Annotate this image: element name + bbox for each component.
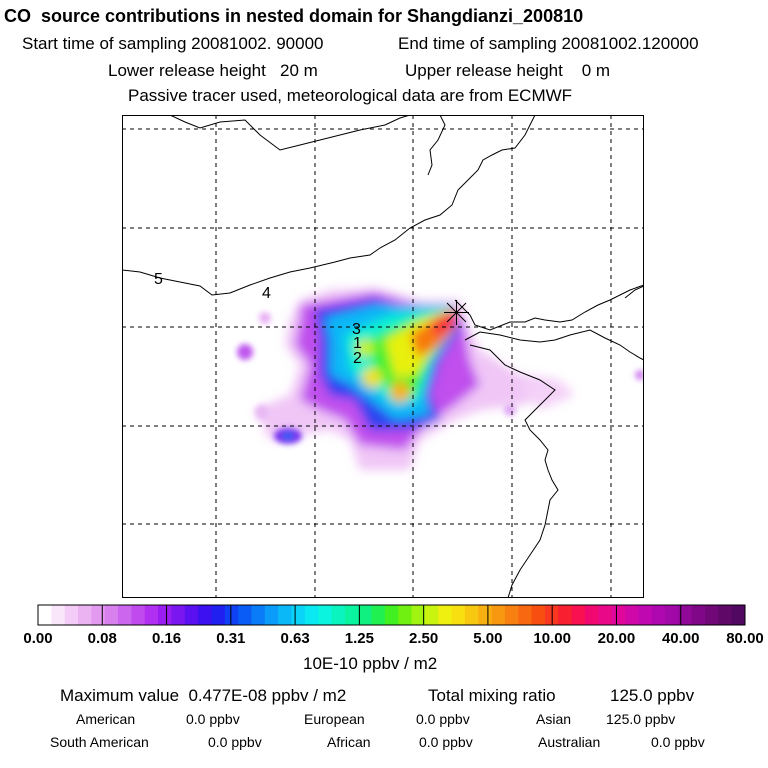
colorbar-tick-label: 10.00 xyxy=(533,630,571,647)
marker-3: 3 xyxy=(352,321,361,338)
colorbar-swatch xyxy=(491,605,506,625)
region-value: 0.0 ppbv xyxy=(186,711,240,727)
marker-2: 2 xyxy=(353,350,362,367)
colorbar-tick-label: 80.00 xyxy=(726,630,764,647)
region-value: 0.0 ppbv xyxy=(208,734,262,750)
colorbar-swatch xyxy=(571,605,586,625)
colorbar-tick-label: 20.00 xyxy=(597,630,636,647)
total-mixing-value: 125.0 ppbv xyxy=(610,686,695,705)
colorbar-swatch xyxy=(691,605,706,625)
colorbar-swatch xyxy=(198,605,212,625)
colorbar-swatch xyxy=(51,605,66,625)
max-value-label: Maximum value 0.477E-08 ppbv / m2 xyxy=(60,686,347,705)
colorbar-tick-label: 0.08 xyxy=(87,630,117,647)
colorbar-tick-label: 2.50 xyxy=(409,630,439,647)
colorbar-swatch xyxy=(211,605,226,625)
colorbar-swatch xyxy=(584,605,599,625)
colorbar-swatch xyxy=(104,605,119,625)
colorbar-swatch xyxy=(331,605,346,625)
map-frame xyxy=(122,115,644,598)
region-name: Australian xyxy=(538,734,601,750)
colorbar-swatch xyxy=(64,605,79,625)
colorbar-swatch xyxy=(278,605,292,625)
colorbar-swatch xyxy=(438,605,453,625)
lat-lon-grid xyxy=(122,115,644,598)
region-value: 0.0 ppbv xyxy=(416,711,470,727)
start-time-label: Start time of sampling 20081002. 90000 xyxy=(22,34,324,53)
coastline xyxy=(122,115,644,598)
tracer-label: Passive tracer used, meteorological data… xyxy=(128,86,573,105)
colorbar-swatch xyxy=(224,605,239,625)
colorbar-swatch xyxy=(664,605,679,625)
colorbar-swatch xyxy=(291,605,306,625)
colorbar-swatch xyxy=(131,605,146,625)
colorbar-swatch xyxy=(638,605,653,625)
region-value: 0.0 ppbv xyxy=(651,734,705,750)
colorbar-swatch xyxy=(358,605,372,625)
marker-1: 1 xyxy=(353,335,362,352)
region-name: Asian xyxy=(536,711,572,727)
colorbar-swatch xyxy=(264,605,279,625)
colorbar xyxy=(37,604,746,626)
marker-4: 4 xyxy=(262,285,271,302)
colorbar-swatch xyxy=(718,605,733,625)
colorbar-swatch xyxy=(318,605,332,625)
end-time-label: End time of sampling 20081002.120000 xyxy=(398,34,699,53)
colorbar-swatch xyxy=(411,605,426,625)
colorbar-swatch xyxy=(251,605,266,625)
colorbar-swatch xyxy=(424,605,439,625)
colorbar-swatch xyxy=(371,605,386,625)
colorbar-tick-label: 0.16 xyxy=(151,630,182,647)
colorbar-swatch xyxy=(731,605,746,625)
total-mixing-label: Total mixing ratio xyxy=(428,686,556,705)
colorbar-swatch xyxy=(624,605,639,625)
cross-star-icon xyxy=(444,300,469,325)
colorbar-swatch xyxy=(118,605,132,625)
colorbar-swatch xyxy=(504,605,519,625)
region-name: American xyxy=(76,711,136,727)
colorbar-swatch xyxy=(518,605,533,625)
region-name: European xyxy=(304,711,365,727)
colorbar-tick-label: 5.00 xyxy=(473,630,503,647)
concentration-field xyxy=(237,288,644,470)
region-value: 125.0 ppbv xyxy=(606,711,676,727)
colorbar-swatch xyxy=(78,605,92,625)
region-name: African xyxy=(327,734,371,750)
colorbar-swatch xyxy=(464,605,479,625)
colorbar-swatch xyxy=(384,605,399,625)
colorbar-swatch xyxy=(598,605,613,625)
colorbar-swatch xyxy=(651,605,666,625)
region-name: South American xyxy=(50,734,149,750)
colorbar-swatch xyxy=(38,605,52,625)
plot-title: CO source contributions in nested domain… xyxy=(4,6,584,26)
colorbar-swatch xyxy=(144,605,159,625)
region-value: 0.0 ppbv xyxy=(419,734,473,750)
colorbar-swatch xyxy=(704,605,719,625)
colorbar-swatch xyxy=(398,605,413,625)
colorbar-swatch xyxy=(184,605,199,625)
colorbar-swatch xyxy=(678,605,693,625)
colorbar-swatch xyxy=(344,605,359,625)
colorbar-tick-label: 40.00 xyxy=(661,630,700,647)
colorbar-swatch xyxy=(171,605,186,625)
colorbar-swatch xyxy=(91,605,106,625)
colorbar-tick-label: 0.63 xyxy=(280,630,310,647)
colorbar-unit: 10E-10 ppbv / m2 xyxy=(303,654,438,673)
colorbar-tick-label: 1.25 xyxy=(344,630,374,647)
marker-5: 5 xyxy=(154,271,163,288)
colorbar-swatch xyxy=(451,605,466,625)
colorbar-swatch xyxy=(304,605,319,625)
upper-release-label: Upper release height 0 m xyxy=(405,61,611,80)
colorbar-swatch xyxy=(158,605,172,625)
lower-release-label: Lower release height 20 m xyxy=(108,61,318,80)
colorbar-swatch xyxy=(531,605,546,625)
colorbar-swatch xyxy=(238,605,252,625)
colorbar-swatch xyxy=(478,605,493,625)
colorbar-swatch xyxy=(558,605,573,625)
colorbar-tick-label: 0.00 xyxy=(23,630,53,647)
colorbar-swatch xyxy=(611,605,626,625)
colorbar-tick-label: 0.31 xyxy=(216,630,246,647)
